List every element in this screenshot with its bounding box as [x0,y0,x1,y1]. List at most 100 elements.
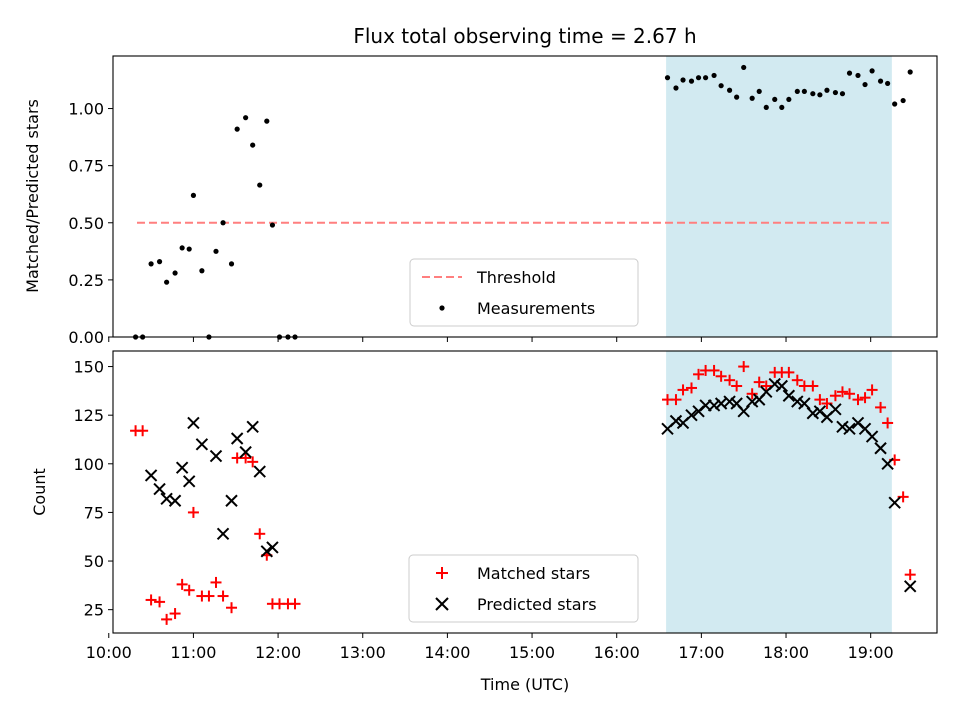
matched-star-point [187,506,199,518]
x-tick-label: 12:00 [255,643,301,662]
measurement-point [673,85,679,91]
predicted-star-point [144,469,158,482]
predicted-star-point [187,416,200,430]
measurement-point [832,89,839,96]
measurement-point [862,81,868,88]
matched-star-point [247,456,259,468]
predicted-star-points [144,377,917,593]
predicted-star-point [791,395,804,408]
predicted-star-point [230,432,244,445]
measurement-point [734,94,740,100]
y-tick-label: 0.50 [68,214,104,233]
matched-star-point [254,528,266,540]
matched-star-point [753,376,765,388]
predicted-star-point [168,494,182,507]
predicted-star-point [246,420,259,434]
matched-star-point [731,380,743,392]
measurement-point [892,101,898,107]
ratio-panel: 0.00 0.25 0.50 0.75 1.00 Matched/Predicted s… [23,55,938,347]
top-legend: Threshold Measurements [409,258,639,327]
predicted-star-point [685,408,698,422]
predicted-star-point [195,438,209,451]
top-axes-frame [112,55,938,338]
predicted-star-point [874,442,887,455]
predicted-star-point [782,389,796,402]
legend-measurements-swatch [439,305,445,311]
measurement-point [877,78,884,84]
x-tick-label: 14:00 [424,643,470,662]
legend-measurements-label: Measurements [477,299,595,318]
bottom-observing-window-shade [666,351,892,633]
measurement-point [779,104,785,111]
y-tick-label: 0.25 [68,271,104,290]
bottom-legend: Matched stars Predicted stars [408,554,639,623]
top-observing-window-shade [666,56,892,337]
bottom-legend-box [408,554,639,623]
y-tick-label: 25 [84,601,104,620]
measurement-point [711,72,717,79]
predicted-star-point [836,420,849,434]
top-legend-box [409,258,639,327]
x-tick-label: 18:00 [763,643,809,662]
predicted-star-point [253,465,266,478]
matched-star-point [240,452,252,464]
x-tick-label: 10:00 [86,643,132,662]
y-tick-label: 1.00 [68,100,104,119]
bottom-y-axis-label: Count [30,468,49,516]
matched-star-point [738,361,750,373]
x-tick-label: 17:00 [678,643,724,662]
measurement-point [213,248,219,254]
measurement-point [756,88,762,95]
matched-star-point [904,569,916,581]
predicted-star-point [723,395,736,408]
x-axis-label: Time (UTC) [480,675,569,694]
predicted-star-point [881,457,894,471]
measurement-point [786,96,792,103]
matched-star-points [130,361,916,625]
chart-title: Flux total observing time = 2.67 h [353,24,696,48]
measurement-point [179,245,185,251]
matched-star-point [760,380,772,392]
matched-star-point [708,364,720,376]
predicted-star-point [829,403,842,416]
matched-star-point [814,394,826,406]
predicted-star-point [843,422,856,436]
x-tick-label: 11:00 [170,643,216,662]
matched-star-point [289,598,301,610]
measurement-point [855,72,861,79]
matched-star-point [183,584,195,596]
measurement-point [228,261,235,267]
matched-star-point [169,608,181,620]
matched-star-point [176,578,188,590]
matched-star-point [807,380,819,392]
x-tick-label: 13:00 [340,643,386,662]
y-tick-label: 50 [84,552,104,571]
matched-star-point [161,613,173,625]
measurement-point [148,261,154,267]
measurement-point [695,75,702,81]
bottom-y-ticks: 25 50 75 100 125 150 [73,358,113,620]
matched-star-point [217,590,229,602]
measurement-point [741,64,747,71]
measurement-point [264,118,270,124]
x-tick-label: 15:00 [509,643,555,662]
predicted-star-point [745,395,759,408]
legend-threshold-label: Threshold [476,268,556,287]
predicted-star-point [806,407,820,420]
measurement-point [817,92,823,98]
matched-star-point [791,374,803,386]
predicted-star-point [175,461,189,474]
measurement-point [726,87,733,93]
predicted-star-point [865,430,879,443]
measurement-point [846,70,853,76]
matched-star-point [783,366,795,378]
predicted-star-point [768,377,781,391]
measurement-point [156,259,163,265]
measurement-point [250,142,256,148]
matched-star-point [844,388,856,400]
y-tick-label: 0.00 [68,328,104,347]
measurement-point [772,96,778,103]
measurement-point [234,126,240,132]
matched-star-point [859,392,871,404]
